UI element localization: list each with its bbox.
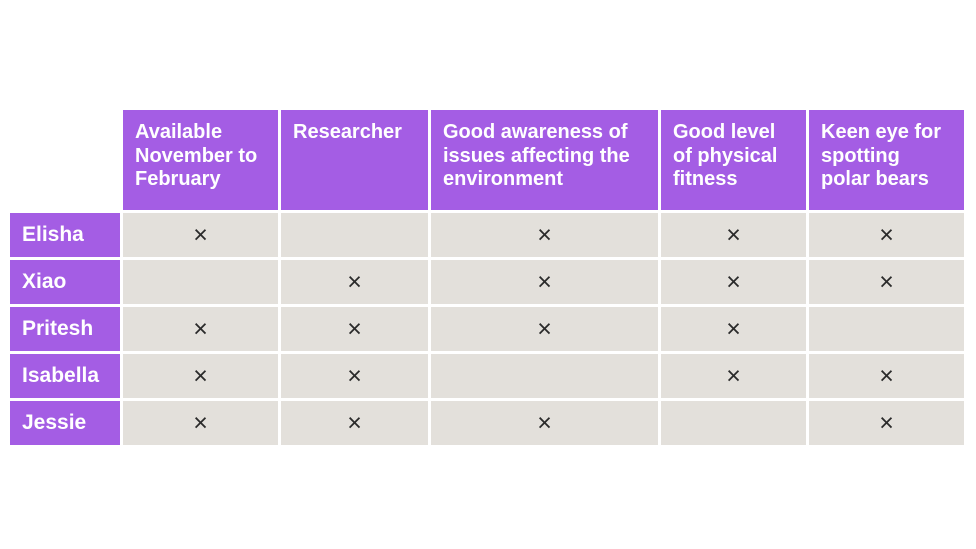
table-cell: × bbox=[123, 213, 278, 257]
table-cell bbox=[661, 401, 806, 445]
table-cell: × bbox=[123, 307, 278, 351]
column-header-environment: Good awareness of issues affecting the e… bbox=[431, 110, 658, 210]
table-cell: × bbox=[431, 401, 658, 445]
table-cell bbox=[281, 213, 428, 257]
row-label-isabella: Isabella bbox=[10, 354, 120, 398]
table-cell: × bbox=[661, 213, 806, 257]
column-header-available: Available November to February bbox=[123, 110, 278, 210]
table-cell: × bbox=[809, 260, 964, 304]
table-cell: × bbox=[123, 401, 278, 445]
column-header-polar-bears: Keen eye for spotting polar bears bbox=[809, 110, 964, 210]
corner-cell bbox=[10, 110, 120, 210]
table-cell: × bbox=[281, 260, 428, 304]
table-cell bbox=[809, 307, 964, 351]
table-cell: × bbox=[281, 401, 428, 445]
table-cell: × bbox=[281, 307, 428, 351]
table-cell: × bbox=[661, 260, 806, 304]
table-cell: × bbox=[661, 354, 806, 398]
table-cell: × bbox=[431, 307, 658, 351]
row-label-pritesh: Pritesh bbox=[10, 307, 120, 351]
table-cell bbox=[431, 354, 658, 398]
table-cell: × bbox=[281, 354, 428, 398]
table-cell: × bbox=[123, 354, 278, 398]
table-cell: × bbox=[661, 307, 806, 351]
table-cell bbox=[123, 260, 278, 304]
row-label-jessie: Jessie bbox=[10, 401, 120, 445]
table-cell: × bbox=[431, 213, 658, 257]
column-header-researcher: Researcher bbox=[281, 110, 428, 210]
table-cell: × bbox=[431, 260, 658, 304]
table-cell: × bbox=[809, 401, 964, 445]
column-header-fitness: Good level of physical fitness bbox=[661, 110, 806, 210]
skills-matrix-table: Available November to February Researche… bbox=[10, 110, 964, 445]
row-label-elisha: Elisha bbox=[10, 213, 120, 257]
row-label-xiao: Xiao bbox=[10, 260, 120, 304]
table-cell: × bbox=[809, 213, 964, 257]
table-cell: × bbox=[809, 354, 964, 398]
